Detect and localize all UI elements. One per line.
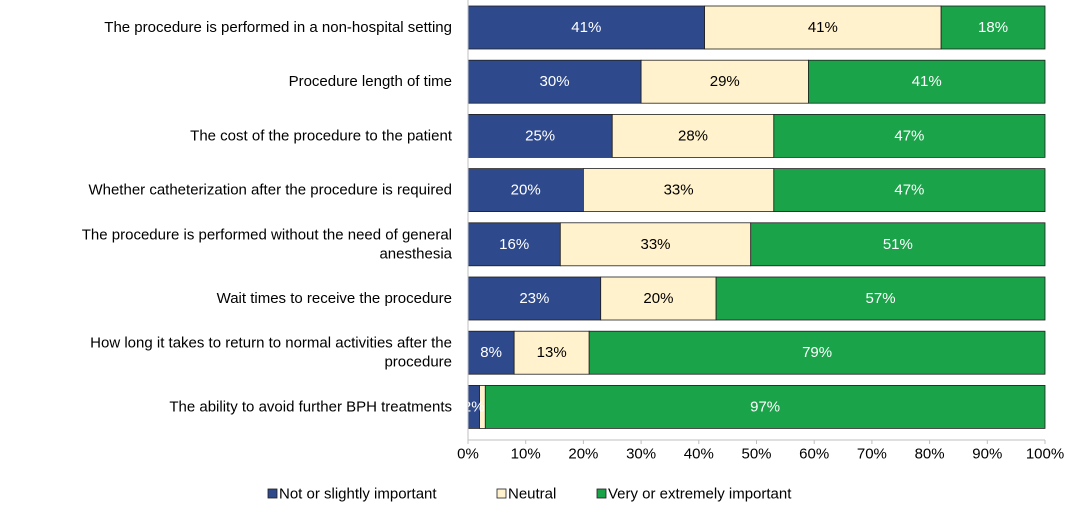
bar-segment (940, 5, 1046, 50)
data-label: 33% (641, 236, 671, 253)
category-label: The ability to avoid further BPH treatme… (169, 398, 452, 415)
bar-segment (467, 222, 561, 267)
bar-segment (467, 168, 584, 213)
bar-segment (808, 59, 1046, 104)
category-label: The procedure is performed without the n… (82, 226, 452, 243)
data-label: 25% (525, 127, 555, 144)
x-tick-label: 80% (915, 446, 945, 463)
legend-swatch (267, 488, 278, 499)
category-label: anesthesia (379, 245, 452, 262)
data-label: 47% (894, 127, 924, 144)
data-label: 47% (894, 182, 924, 199)
category-label: The procedure is performed in a non-hosp… (104, 19, 452, 36)
data-label: 20% (511, 182, 541, 199)
bar-segment (704, 5, 942, 50)
bar-segment (513, 330, 590, 375)
data-label: 13% (537, 344, 567, 361)
legend-label: Very or extremely important (608, 486, 792, 503)
data-label: 28% (678, 127, 708, 144)
data-label: 51% (883, 236, 913, 253)
x-tick-label: 20% (568, 446, 598, 463)
bar-segment (484, 384, 1046, 429)
data-label: 41% (571, 19, 601, 36)
category-label: Procedure length of time (289, 73, 452, 90)
category-label: Whether catheterization after the proced… (88, 182, 452, 199)
category-labels-layer: The procedure is performed in a non-hosp… (82, 19, 453, 415)
bar-segment (467, 59, 642, 104)
bar-segment (467, 114, 613, 158)
data-label: 41% (808, 19, 838, 36)
data-label: 16% (499, 236, 529, 253)
data-label: 30% (540, 73, 570, 90)
bar-segment (611, 114, 775, 158)
legend-swatch (496, 488, 507, 499)
x-tick-label: 70% (857, 446, 887, 463)
legend-swatch (596, 488, 607, 499)
bar-segment (588, 330, 1046, 375)
x-tick-label: 40% (684, 446, 714, 463)
category-label: The cost of the procedure to the patient (190, 127, 453, 144)
bar-segment (750, 222, 1046, 267)
bar-segment (559, 222, 752, 267)
data-label: 29% (710, 73, 740, 90)
data-label: 79% (802, 344, 832, 361)
data-label: 2% (463, 398, 485, 415)
bar-labels-layer: 41% 41% 18% 30% 29% 41% 25% 28% 47% 20% 33% 47% 16% 3… (463, 19, 1008, 415)
x-tick-label: 10% (511, 446, 541, 463)
bar-segment (715, 276, 1046, 321)
data-label: 18% (978, 19, 1008, 36)
category-label: How long it takes to return to normal ac… (90, 335, 452, 352)
data-label: 20% (643, 290, 673, 307)
category-label: Wait times to receive the procedure (217, 290, 452, 307)
legend-label: Not or slightly important (279, 486, 437, 503)
x-tick-label: 50% (741, 446, 771, 463)
data-label: 23% (519, 290, 549, 307)
data-label: 97% (750, 398, 780, 415)
data-label: 41% (912, 73, 942, 90)
bar-segment (640, 59, 809, 104)
x-tick-label: 30% (626, 446, 656, 463)
bars-layer (467, 5, 1046, 429)
x-axis: 0% 10% 20% 30% 40% 50% 60% 70% 80% 90% 100% (457, 0, 1064, 463)
legend-label: Neutral (508, 486, 556, 503)
x-tick-label: 60% (799, 446, 829, 463)
bar-segment (467, 5, 705, 50)
data-label: 8% (480, 344, 502, 361)
bar-segment (773, 168, 1046, 213)
data-label: 33% (664, 182, 694, 199)
category-label: procedure (384, 354, 452, 371)
x-tick-label: 90% (972, 446, 1002, 463)
bar-segment (773, 114, 1046, 158)
bar-segment (467, 330, 515, 375)
bar-segment (600, 276, 717, 321)
x-tick-label: 0% (457, 446, 479, 463)
x-tick-label: 100% (1026, 446, 1064, 463)
legend: Not or slightly important Neutral Very or … (267, 486, 792, 503)
data-label: 57% (866, 290, 896, 307)
